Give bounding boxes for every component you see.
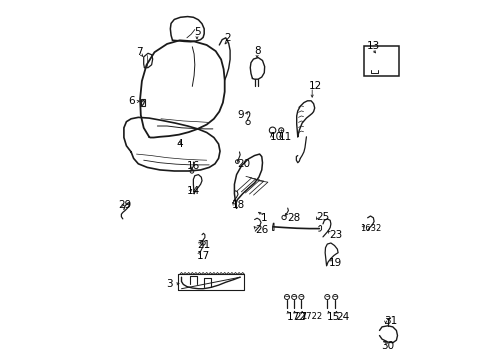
Text: 19: 19 (328, 258, 342, 268)
Text: 27: 27 (294, 312, 307, 322)
Text: 31: 31 (384, 316, 397, 326)
Text: 13: 13 (366, 41, 379, 51)
Text: 4: 4 (176, 139, 183, 149)
Text: 12: 12 (309, 81, 322, 91)
Text: 24: 24 (336, 312, 349, 322)
Text: 26: 26 (255, 225, 268, 235)
Text: 172: 172 (286, 312, 306, 322)
Text: 16: 16 (186, 161, 200, 171)
Text: 10: 10 (269, 132, 282, 142)
Text: 8: 8 (254, 46, 260, 56)
Text: 30: 30 (381, 341, 394, 351)
Text: 23: 23 (328, 230, 342, 240)
Text: 29: 29 (118, 200, 131, 210)
Text: 25: 25 (316, 212, 329, 222)
Text: 1632: 1632 (359, 224, 380, 233)
Text: 1: 1 (260, 213, 267, 223)
Text: 1722: 1722 (301, 312, 322, 321)
Text: 14: 14 (186, 186, 200, 196)
Text: 6: 6 (128, 96, 134, 106)
Text: 17: 17 (197, 251, 210, 261)
Text: 11: 11 (278, 132, 291, 142)
Text: 28: 28 (286, 213, 300, 223)
Text: 3: 3 (165, 279, 172, 289)
Text: 5: 5 (194, 27, 200, 37)
Text: 9: 9 (237, 110, 244, 120)
Text: 21: 21 (197, 240, 210, 250)
Text: 15: 15 (326, 312, 340, 322)
Text: 18: 18 (231, 200, 244, 210)
Text: 7: 7 (136, 47, 143, 57)
Text: 2: 2 (224, 33, 231, 43)
Text: 20: 20 (237, 159, 250, 169)
